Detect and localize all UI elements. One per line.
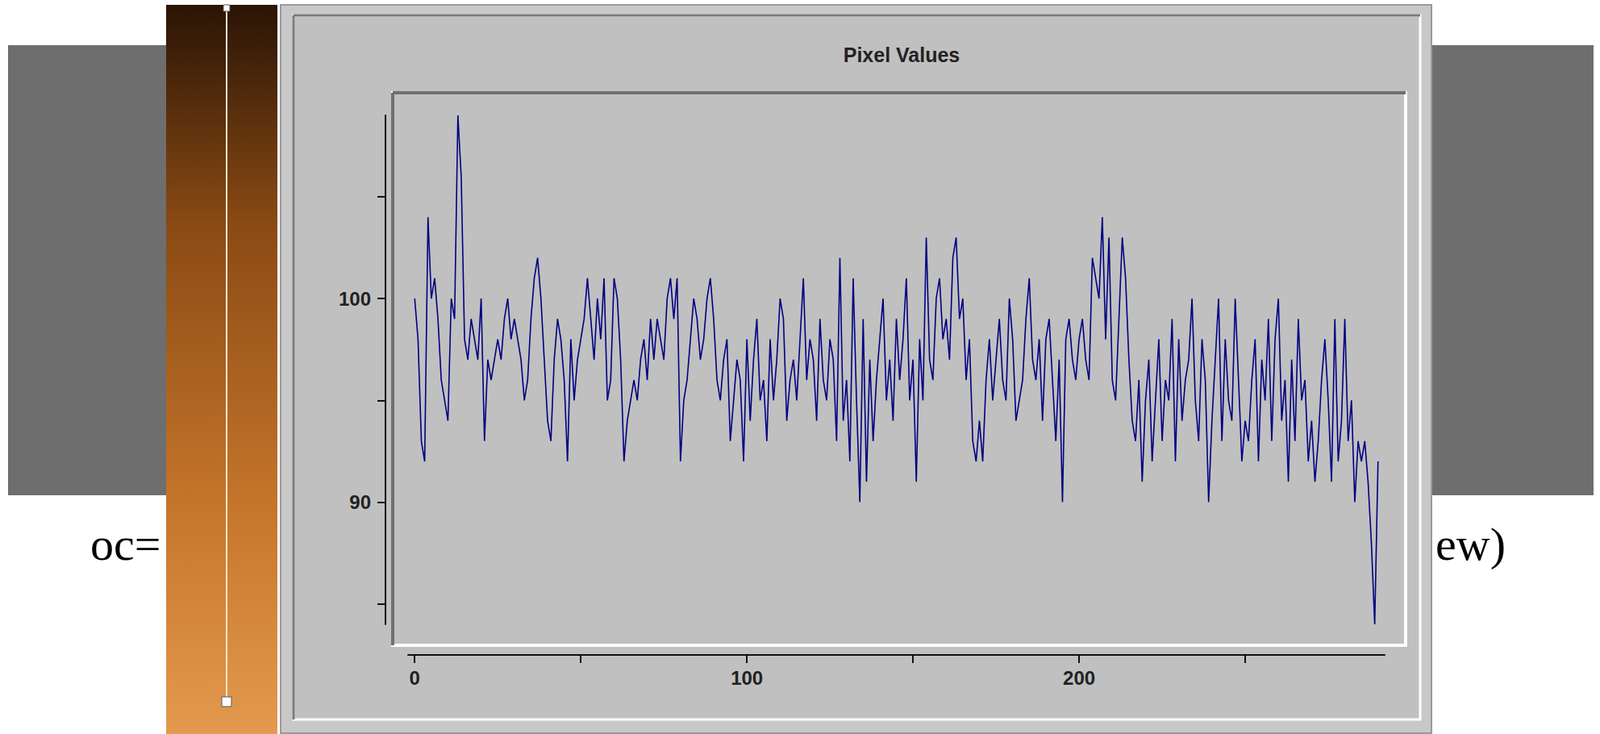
svg-text:0: 0	[409, 666, 421, 689]
svg-text:200: 200	[1062, 666, 1096, 689]
svg-text:Pixel Values: Pixel Values	[843, 43, 961, 67]
svg-text:100: 100	[730, 666, 763, 689]
svg-text:100: 100	[338, 287, 371, 310]
svg-text:90: 90	[349, 491, 371, 513]
svg-text:oc=: oc=	[90, 517, 161, 571]
svg-text:ew): ew)	[1435, 517, 1506, 571]
